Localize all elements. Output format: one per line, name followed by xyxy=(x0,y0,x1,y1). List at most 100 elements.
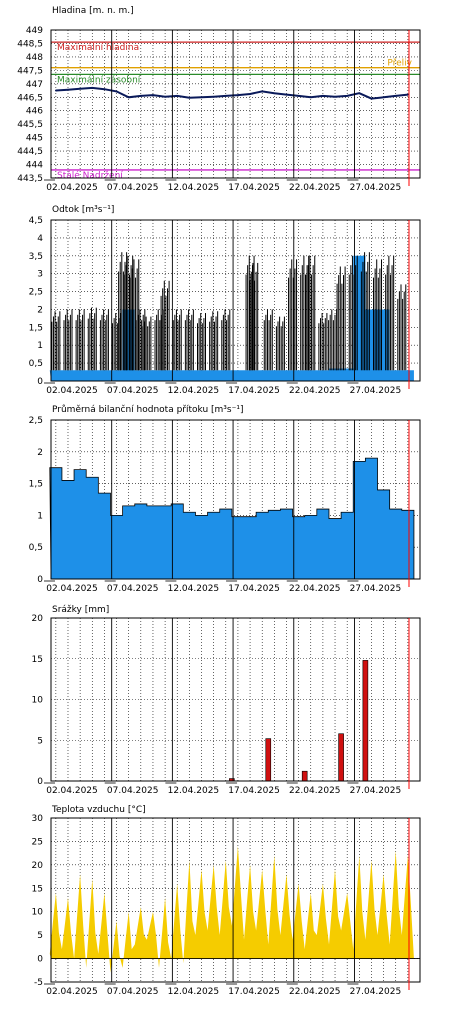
x-tick-label: 07.04.2025 xyxy=(107,584,159,594)
x-tick-label: 22.04.2025 xyxy=(289,987,341,997)
level-point xyxy=(261,90,264,93)
y-tick-label: 25 xyxy=(32,837,43,847)
level-point xyxy=(285,93,288,96)
y-tick-label: 445 xyxy=(26,134,43,144)
y-tick-label: 20 xyxy=(32,614,44,624)
level-point xyxy=(139,95,142,97)
panel-title: Odtok [m³s⁻¹] xyxy=(52,205,114,215)
x-tick-label: 27.04.2025 xyxy=(350,584,402,594)
level-point xyxy=(200,96,203,99)
y-tick-label: 3 xyxy=(37,270,43,280)
panel-4: Srážky [mm] 20 15 10 5 002.04.2025 07.04.2025 1… xyxy=(32,605,421,796)
x-tick-label: 17.04.2025 xyxy=(228,386,280,396)
reference-label: Maximální hladina xyxy=(57,43,139,53)
level-point xyxy=(321,95,324,97)
rain-bar xyxy=(362,660,369,782)
x-tick-label: 27.04.2025 xyxy=(350,987,402,997)
level-point xyxy=(91,86,94,89)
level-point xyxy=(370,97,373,100)
y-tick-label: 444 xyxy=(26,161,43,171)
level-point xyxy=(67,88,69,91)
level-point xyxy=(358,92,361,95)
y-tick-label: 447 xyxy=(26,80,43,90)
y-tick-label: 3,5 xyxy=(29,252,43,262)
x-tick-label: 07.04.2025 xyxy=(107,183,159,193)
x-tick-label: 22.04.2025 xyxy=(289,584,341,594)
x-tick-label: 27.04.2025 xyxy=(350,183,402,193)
level-point xyxy=(237,94,239,97)
inflow-area xyxy=(49,457,415,580)
temperature-area xyxy=(49,846,414,973)
x-tick-label: 02.04.2025 xyxy=(46,987,98,997)
x-tick-label: 07.04.2025 xyxy=(107,786,159,796)
level-point xyxy=(115,90,118,93)
x-tick-label: 02.04.2025 xyxy=(46,786,98,796)
reference-label: Přeliv xyxy=(387,59,412,69)
level-point xyxy=(79,87,82,90)
rain-bar xyxy=(338,733,344,782)
reference-label: Maximální zásobní xyxy=(57,75,141,85)
level-point xyxy=(249,93,251,95)
y-tick-label: 448 xyxy=(26,53,43,63)
panel-3: Průměrná bilanční hodnota přítoku [m³s⁻¹… xyxy=(29,404,421,594)
y-tick-label: 448,5 xyxy=(17,39,43,49)
y-tick-label: 10 xyxy=(32,908,44,918)
x-tick-label: 02.04.2025 xyxy=(46,183,98,193)
y-tick-label: 5 xyxy=(37,931,43,941)
panel-1: Hladina [m. n. m.] 449 448,5 448 447,5 447 446… xyxy=(17,6,421,193)
level-point xyxy=(127,96,130,99)
y-tick-label: 15 xyxy=(32,655,43,665)
level-point xyxy=(176,95,179,97)
level-point xyxy=(394,95,397,97)
level-line xyxy=(55,86,409,100)
y-tick-label: 4 xyxy=(37,234,43,244)
panel-title: Teplota vzduchu [°C] xyxy=(51,805,146,815)
y-tick-label: -5 xyxy=(34,978,43,988)
y-tick-label: 5 xyxy=(37,736,43,746)
level-point xyxy=(309,96,312,99)
x-tick-label: 12.04.2025 xyxy=(168,183,220,193)
y-tick-label: 444,5 xyxy=(17,147,43,157)
y-tick-label: 2 xyxy=(37,305,43,315)
y-tick-label: 15 xyxy=(32,884,43,894)
y-tick-label: 449 xyxy=(26,26,43,36)
x-tick-label: 12.04.2025 xyxy=(168,386,220,396)
rain-bar xyxy=(265,738,272,782)
panel-5: Teplota vzduchu [°C] 30 25 20 15 10 5 0 -502.04.… xyxy=(32,805,421,997)
y-tick-label: 0,5 xyxy=(29,359,43,369)
x-tick-label: 17.04.2025 xyxy=(228,183,280,193)
x-tick-label: 27.04.2025 xyxy=(350,386,402,396)
level-point xyxy=(152,94,154,97)
level-point xyxy=(54,89,57,92)
panel-title: Hladina [m. n. m.] xyxy=(52,6,134,16)
y-tick-label: 0,5 xyxy=(29,543,43,553)
y-tick-label: 0 xyxy=(37,575,43,585)
y-tick-label: 447,5 xyxy=(17,66,43,76)
x-tick-label: 12.04.2025 xyxy=(168,584,220,594)
level-point xyxy=(346,95,349,97)
y-tick-label: 2,5 xyxy=(29,288,43,298)
x-tick-label: 22.04.2025 xyxy=(289,183,341,193)
x-tick-label: 17.04.2025 xyxy=(228,584,280,594)
y-tick-label: 4,5 xyxy=(29,216,43,226)
x-tick-label: 02.04.2025 xyxy=(46,386,98,396)
y-tick-label: 20 xyxy=(32,861,44,871)
x-tick-label: 12.04.2025 xyxy=(168,987,220,997)
panel-title: Srážky [mm] xyxy=(52,605,109,615)
x-tick-label: 12.04.2025 xyxy=(168,786,220,796)
level-point xyxy=(382,96,385,99)
x-tick-label: 22.04.2025 xyxy=(289,386,341,396)
y-tick-label: 0 xyxy=(37,955,43,965)
x-tick-label: 17.04.2025 xyxy=(228,987,280,997)
y-tick-label: 0 xyxy=(37,377,43,387)
y-tick-label: 1,5 xyxy=(29,480,43,490)
x-tick-label: 22.04.2025 xyxy=(289,786,341,796)
level-point xyxy=(334,95,336,98)
panel-2: Odtok [m³s⁻¹] 4,5 4 3,5 3 2,5 2 1,5 1 0,5 002.04.2… xyxy=(29,205,421,396)
x-tick-label: 07.04.2025 xyxy=(107,386,159,396)
y-tick-label: 2 xyxy=(37,448,43,458)
y-tick-label: 1 xyxy=(37,511,43,521)
y-tick-label: 2,5 xyxy=(29,416,43,426)
y-tick-label: 0 xyxy=(37,777,43,787)
